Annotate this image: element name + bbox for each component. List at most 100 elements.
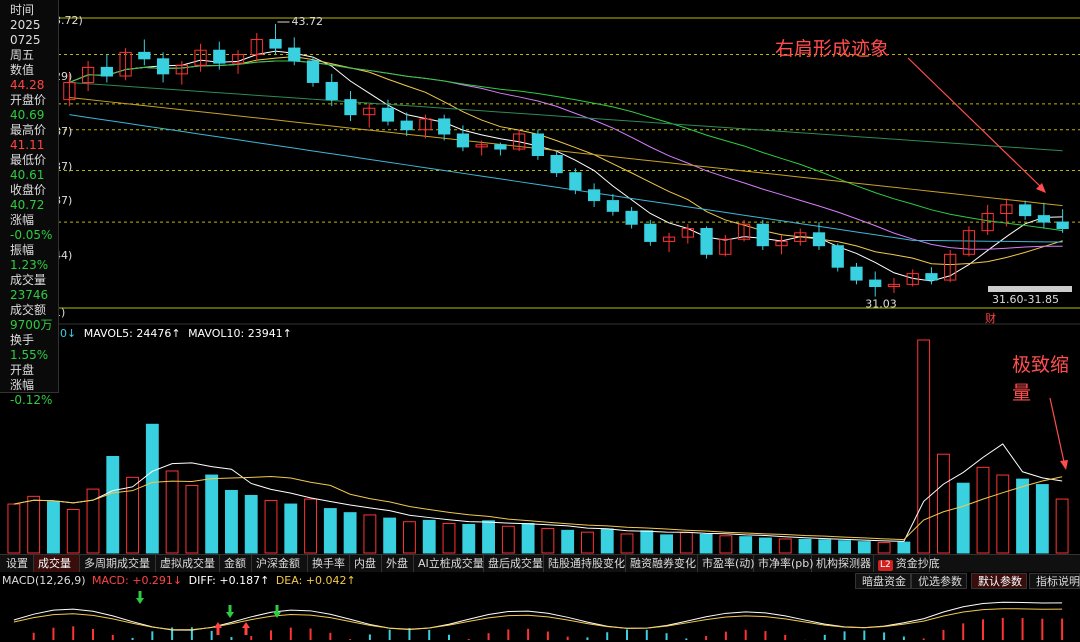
indicator-tabbar: 设置 成交量 多周期成交量 虚拟成交量 金额 沪深金额 换手率 内盘 外盘 AI立桩成交量 盘后成交… [0,554,1080,572]
volume-annotation-arrow [1049,397,1065,463]
macd-legend: MACD(12,26,9) MACD: +0.291↓ DIFF: +0.187… [2,574,356,587]
tab-11[interactable]: 陆股通持股变化 [544,555,626,572]
tab-label: 机构探测器 [816,557,871,570]
volume-bar [343,512,357,554]
price-axis-label: 3.72) [54,14,83,27]
candle-body [662,236,676,242]
data-window-label: 时间 [10,3,35,17]
data-window-label: 成交额 [10,303,47,317]
tab-0[interactable]: 设置 [2,555,34,572]
tab-label: 融资融券变化 [630,557,696,570]
volume-bar [106,455,120,554]
tab-4[interactable]: 金额 [220,555,252,572]
volume-bar [976,466,990,554]
tab-2[interactable]: 多周期成交量 [80,555,156,572]
volume-bar [1035,484,1049,554]
candle-body [812,232,826,247]
candle-body [850,266,863,281]
ma30-line [69,60,1063,232]
candle-body [644,223,657,242]
data-window-value: 9700万 [10,318,53,332]
volume-bar [620,533,634,554]
candle-body [494,144,507,150]
tab-13[interactable]: 市盈率(动) [698,555,755,572]
tab-1[interactable]: 成交量 [34,555,80,572]
macd-diff-line [13,601,1063,631]
macd-signal-arrow-stem [216,628,220,635]
tab-9[interactable]: AI立桩成交量 [414,555,484,572]
candle-body [887,283,901,288]
volume-bar [482,520,495,554]
macd-button-2[interactable]: 默认参数 [971,573,1027,589]
macd-button-0[interactable]: 暗盘资金 [855,573,911,589]
volume-bar [956,482,970,554]
data-window-label: 周五 [10,48,35,62]
candle-body [119,51,132,77]
macd-legend-diff: DIFF: +0.187↑ [188,574,270,587]
tab-5[interactable]: 沪深金额 [252,555,308,572]
candle-body [100,66,113,77]
volume-bar [225,489,238,554]
candle-body [1019,204,1032,217]
range-label: 31.60-31.85 [992,293,1059,306]
data-window-value: 40.72 [10,198,45,212]
macd-header: MACD(12,26,9) MACD: +0.291↓ DIFF: +0.187… [0,572,1080,590]
volume-bar [145,423,159,554]
volume-bar [284,503,298,554]
tab-10[interactable]: 盘后成交量 [484,555,544,572]
volume-bar [462,523,476,554]
candle-body [925,273,938,281]
volume-bar [264,499,278,554]
ma250-line [69,81,1063,152]
ma20-line [69,60,1063,250]
range-box [988,286,1072,292]
volume-bar [383,517,397,554]
candle-body [962,230,976,255]
candle-body [344,99,357,116]
data-window-value: 41.11 [10,138,45,152]
volume-bar [442,523,456,554]
tab-label: 设置 [6,557,28,570]
data-window-label: 涨幅 [10,213,35,227]
macd-button-3[interactable]: 指标说明 [1029,573,1080,589]
volume-bar [521,523,535,554]
tab-7[interactable]: 内盘 [350,555,382,572]
volume-bar [126,476,139,554]
candle-body [587,189,601,202]
volume-legend: 0↓ MAVOL5: 24476↑ MAVOL10: 23941↑ [60,327,292,340]
data-window-label: 最低价 [10,153,47,167]
macd-signal-arrow [226,612,234,618]
data-window-value: -0.05% [10,228,53,242]
candle-body [438,118,451,135]
volume-legend-mavol5: MAVOL5: 24476↑ [83,327,181,340]
volume-bar [185,484,199,554]
annotation-arrowhead [1036,183,1046,193]
volume-bar [561,529,575,554]
volume-bar [323,508,337,554]
candle-body [63,81,76,101]
macd-dea-line [13,608,1063,631]
tab-8[interactable]: 外盘 [382,555,414,572]
candle-body [869,279,882,288]
macd-legend-macd: MACD: +0.291↓ [92,574,183,587]
data-window-value: 1.55% [10,348,49,362]
tab-6[interactable]: 换手率 [308,555,350,572]
macd-button-1[interactable]: 优选参数 [911,573,967,589]
data-window-label: 涨幅 [10,378,35,392]
candle-body [531,133,545,156]
tab-15[interactable]: 机构探测器 [812,555,874,572]
volume-bar [205,474,219,554]
tab-3[interactable]: 虚拟成交量 [156,555,220,572]
tab-12[interactable]: 融资融券变化 [626,555,698,572]
annotation-volume-shrink-line1: 极致缩 [1012,354,1070,376]
tab-14[interactable]: 市净率(pb) [754,555,814,572]
tab-16[interactable]: L2 资金抄底 [874,555,940,572]
candle-body [981,212,994,232]
candle-body [1000,204,1013,214]
candle-body [681,228,694,238]
candle-body [513,133,526,150]
volume-bar [818,539,832,554]
candle-body [269,38,282,49]
volume-bar [304,498,317,554]
